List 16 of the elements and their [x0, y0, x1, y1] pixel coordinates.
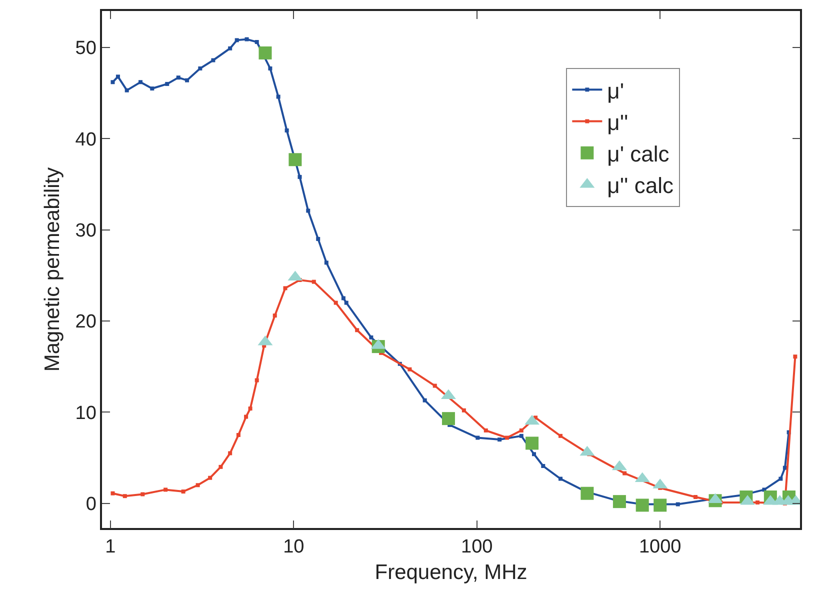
y-tick-label: 50 [75, 38, 96, 60]
legend-label: μ' calc [607, 141, 670, 166]
legend-label: μ'' [607, 110, 628, 135]
x-tick-label: 100 [461, 536, 493, 558]
x-tick-label: 1 [105, 536, 116, 558]
y-tick-label: 40 [75, 129, 96, 150]
y-tick-label: 20 [75, 312, 96, 333]
x-tick-label: 1000 [638, 536, 682, 558]
y-tick-label: 0 [86, 494, 96, 516]
legend-label: μ'' calc [607, 173, 674, 198]
y-tick-label: 30 [75, 220, 96, 242]
x-tick-label: 10 [283, 536, 304, 558]
x-axis-title: Frequency, MHz [374, 561, 528, 584]
y-axis-title: Magnetic permeability [40, 166, 64, 372]
y-tick-label: 10 [75, 402, 96, 424]
legend-label: μ' [607, 78, 624, 104]
